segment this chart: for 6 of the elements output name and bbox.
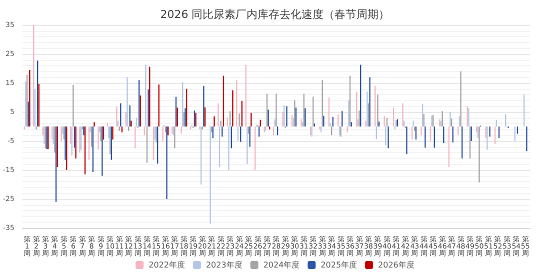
legend-label: 2024年度 bbox=[263, 260, 300, 270]
legend-label: 2025年度 bbox=[320, 260, 358, 270]
legend-label: 2023年度 bbox=[206, 260, 242, 270]
chart-title: 2026 同比尿素厂内库存去化速度（春节周期） bbox=[160, 8, 390, 21]
legend-label: 2026年度 bbox=[378, 260, 414, 270]
legend-label: 2022年度 bbox=[148, 260, 185, 270]
